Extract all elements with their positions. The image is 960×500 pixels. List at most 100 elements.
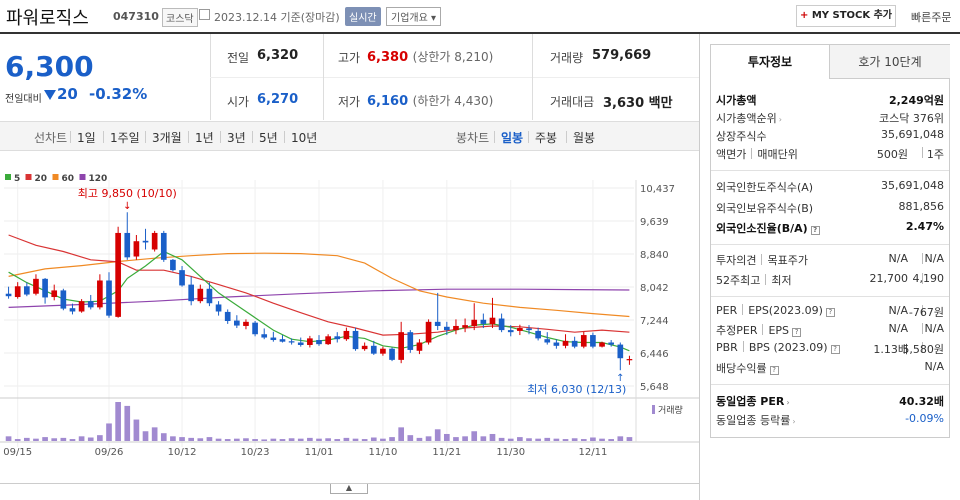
lower-limit: (하한가 4,430) — [412, 94, 494, 108]
est-per-label: 추정PER EPS? — [716, 322, 802, 338]
amount-label: 거래대금 — [550, 95, 595, 109]
divider — [711, 296, 949, 297]
help-icon[interactable]: ? — [810, 226, 820, 235]
company-info-button[interactable]: 기업개요 ▾ — [386, 7, 442, 26]
period-3m[interactable]: 3개월 — [152, 131, 182, 145]
volume-bar — [97, 435, 103, 441]
divider — [70, 131, 71, 143]
volume-bar — [252, 439, 258, 441]
period-1y[interactable]: 1년 — [195, 131, 214, 145]
period-10y[interactable]: 10년 — [291, 131, 318, 145]
volume-bar — [544, 437, 551, 441]
target-price-value: N/A — [924, 252, 944, 265]
realtime-button[interactable]: 실시간 — [345, 7, 381, 26]
candle-body — [325, 336, 331, 345]
volume-bar — [316, 438, 322, 441]
candle-body — [288, 341, 295, 343]
divider — [188, 131, 189, 143]
candle-body — [5, 293, 12, 297]
y-tick-label: 7,244 — [640, 316, 669, 327]
volume-bar — [279, 439, 286, 441]
volume-bar — [60, 437, 67, 441]
legend-swatch — [5, 174, 11, 180]
price-panel: 6,300 전일대비 20 -0.32% 전일 6,320 시가 6,270 고… — [0, 34, 700, 120]
period-1d[interactable]: 1일 — [77, 131, 96, 145]
help-icon[interactable]: ? — [769, 366, 779, 375]
dividend-value: N/A — [924, 360, 944, 373]
x-tick-label: 12/11 — [578, 447, 607, 458]
industry-per-row: 동일업종 PER › 40.32배 — [716, 393, 944, 411]
divider — [252, 131, 253, 143]
period-3y[interactable]: 3년 — [227, 131, 246, 145]
y-axis-labels: 10,437 9,639 8,840 8,042 7,244 6,446 5,648 — [640, 184, 675, 393]
help-icon[interactable]: ? — [830, 345, 840, 354]
candle-body — [517, 328, 523, 331]
candle-body — [297, 342, 304, 345]
my-stock-add-button[interactable]: + MY STOCK 추가 — [796, 5, 896, 27]
candle-body — [97, 280, 103, 308]
candle-body — [580, 335, 587, 347]
candle-body — [279, 339, 286, 342]
volume-bar — [626, 437, 633, 441]
legend-swatch — [79, 174, 86, 180]
candle-body — [78, 301, 85, 312]
candle-body — [243, 321, 249, 326]
help-icon[interactable]: ? — [792, 328, 802, 337]
divider — [210, 77, 700, 78]
divider — [145, 131, 146, 143]
candle-weekly[interactable]: 주봉 — [535, 131, 558, 145]
per-label: PER EPS(2023.09)? — [716, 304, 835, 317]
tab-investment-info[interactable]: 투자정보 — [711, 45, 830, 79]
candles — [5, 212, 633, 371]
divider — [711, 384, 949, 385]
divider — [765, 274, 767, 285]
industry-per-value: 40.32배 — [899, 395, 944, 408]
volume-legend-swatch — [652, 405, 655, 414]
moving-average-20 — [8, 234, 630, 336]
volume-bar — [215, 438, 222, 441]
volume-bar — [14, 439, 21, 441]
divider — [751, 148, 753, 159]
company-info-label: 기업개요 — [391, 13, 428, 24]
listed-shares-value: 35,691,048 — [881, 128, 944, 141]
divider — [742, 304, 744, 315]
candle-body — [407, 332, 414, 350]
volume-bar — [453, 437, 459, 441]
chart-svg: 5 20 60 120 10,437 9,639 8,840 8,042 7,244 6,446… — [0, 174, 700, 458]
volume-bar — [270, 438, 277, 441]
legend-label: 120 — [89, 174, 108, 184]
volume-bar — [389, 437, 395, 441]
foreign-limit-value: 35,691,048 — [881, 179, 944, 192]
candle-body — [170, 259, 176, 271]
volume-bar — [507, 438, 514, 441]
candle-monthly[interactable]: 월봉 — [573, 131, 596, 145]
period-1w[interactable]: 1주일 — [110, 131, 140, 145]
help-icon[interactable]: ? — [825, 308, 835, 317]
collapse-button[interactable]: ▲ — [330, 484, 368, 494]
candle-daily[interactable]: 일봉 — [501, 131, 524, 145]
volume-bar — [361, 439, 368, 441]
high-label: 고가 — [338, 51, 361, 65]
volume-bar — [580, 439, 587, 441]
dividend-label-text: 배당수익률 — [716, 362, 767, 375]
y-tick-label: 8,042 — [640, 283, 669, 294]
volume-legend-label: 거래량 — [658, 404, 683, 416]
period-5y[interactable]: 5년 — [259, 131, 278, 145]
candle-body — [316, 340, 322, 345]
volume-bar — [471, 431, 478, 441]
volume-bar — [206, 437, 213, 441]
quick-order-link[interactable]: 빠른주문 — [911, 11, 952, 24]
industry-rate-label: 동일업종 등락률 › — [716, 412, 796, 428]
dividend-label: 배당수익률? — [716, 360, 779, 376]
candle-chart-label: 봉차트 — [456, 131, 490, 145]
eps-value: -767원 — [908, 306, 944, 319]
volume-bar — [69, 439, 76, 441]
cap-rank-label: 시가총액순위 › — [716, 110, 782, 126]
divider — [323, 34, 324, 120]
tab-orderbook-10[interactable]: 호가 10단계 — [830, 45, 950, 79]
divider — [922, 323, 923, 334]
stock-header: 파워로직스 047310 코스닥 2023.12.14 기준(장마감) 실시간 … — [0, 0, 960, 34]
per-row: PER EPS(2023.09)? N/A -767원 — [716, 304, 944, 322]
divider — [742, 341, 744, 352]
y-tick-label: 6,446 — [640, 349, 669, 360]
